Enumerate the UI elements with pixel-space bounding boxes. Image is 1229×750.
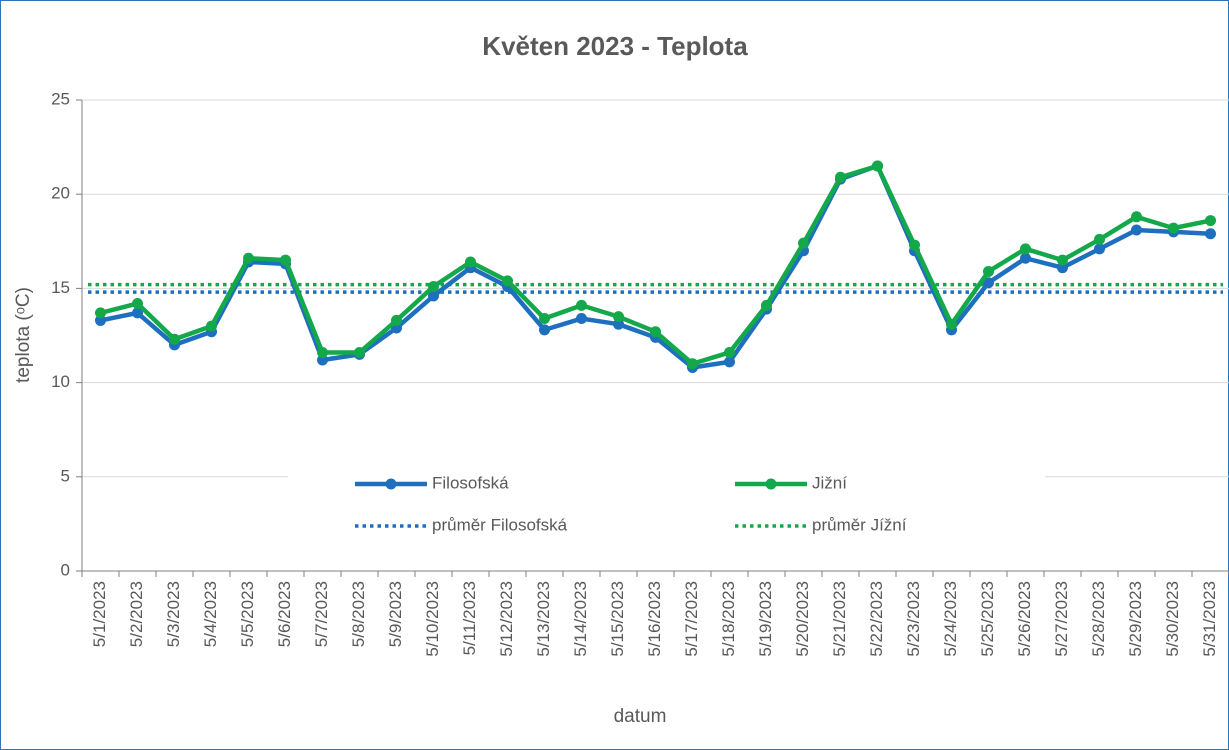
data-point	[539, 324, 550, 336]
x-tick-label: 5/18/2023	[719, 581, 738, 657]
data-point	[1020, 252, 1031, 264]
x-tick-label: 5/26/2023	[1015, 581, 1034, 657]
data-point	[317, 346, 328, 358]
data-point	[835, 171, 846, 183]
legend-label: Filosofská	[432, 473, 509, 492]
x-tick-label: 5/11/2023	[460, 581, 479, 655]
x-tick-label: 5/5/2023	[238, 581, 257, 647]
x-tick-label: 5/9/2023	[386, 581, 405, 647]
x-tick-label: 5/25/2023	[978, 581, 997, 657]
data-point	[909, 239, 920, 251]
data-point	[1131, 224, 1142, 236]
data-point	[1168, 222, 1179, 234]
x-tick-label: 5/31/2023	[1200, 581, 1219, 657]
data-point	[95, 307, 106, 319]
data-point	[687, 358, 698, 370]
data-point	[465, 256, 476, 268]
legend-box	[288, 450, 1045, 558]
data-point	[1205, 228, 1216, 240]
data-point	[1094, 243, 1105, 255]
x-axis-label: datum	[614, 706, 667, 727]
legend-marker	[385, 478, 397, 490]
data-point	[798, 237, 809, 249]
data-point	[391, 314, 402, 326]
data-point	[983, 277, 994, 289]
chart-title: Květen 2023 - Teplota	[482, 31, 748, 61]
data-point	[1057, 254, 1068, 266]
data-point	[132, 307, 143, 319]
x-tick-label: 5/8/2023	[349, 581, 368, 647]
legend-label: Jižní	[812, 473, 847, 492]
data-point	[576, 299, 587, 311]
data-point	[502, 275, 513, 287]
x-tick-label: 5/29/2023	[1126, 581, 1145, 657]
x-tick-label: 5/1/2023	[90, 581, 109, 647]
x-tick-label: 5/30/2023	[1163, 581, 1182, 657]
data-point	[650, 326, 661, 338]
data-point	[761, 299, 772, 311]
data-point	[95, 314, 106, 326]
legend-label: průměr Jížní	[812, 515, 907, 534]
data-point	[576, 313, 587, 325]
data-point	[983, 265, 994, 277]
x-tick-label: 5/28/2023	[1089, 581, 1108, 657]
y-tick-label: 25	[51, 89, 70, 108]
y-tick-label: 0	[61, 560, 70, 579]
x-tick-label: 5/27/2023	[1052, 581, 1071, 657]
x-tick-label: 5/12/2023	[497, 581, 516, 657]
x-tick-label: 5/22/2023	[867, 581, 886, 657]
data-point	[946, 318, 957, 330]
y-tick-label: 20	[51, 184, 70, 203]
y-tick-label: 15	[51, 278, 70, 297]
y-tick-label: 10	[51, 372, 70, 391]
x-tick-label: 5/24/2023	[941, 581, 960, 657]
x-tick-label: 5/3/2023	[164, 581, 183, 647]
data-point	[206, 320, 217, 332]
data-point	[1020, 243, 1031, 255]
data-point	[317, 354, 328, 366]
legend-marker	[765, 478, 777, 490]
x-tick-label: 5/7/2023	[312, 581, 331, 647]
data-point	[280, 254, 291, 266]
x-tick-label: 5/23/2023	[904, 581, 923, 657]
x-tick-label: 5/21/2023	[830, 581, 849, 657]
data-point	[613, 318, 624, 330]
legend-label: průměr Filosofská	[432, 515, 568, 534]
data-point	[428, 290, 439, 302]
data-point	[539, 313, 550, 325]
x-tick-label: 5/13/2023	[534, 581, 553, 657]
data-point	[243, 252, 254, 264]
data-point	[724, 346, 735, 358]
x-tick-label: 5/4/2023	[201, 581, 220, 647]
x-tick-label: 5/6/2023	[275, 581, 294, 647]
data-point	[354, 346, 365, 358]
x-tick-label: 5/16/2023	[645, 581, 664, 657]
data-point	[1094, 233, 1105, 245]
x-tick-label: 5/19/2023	[756, 581, 775, 657]
data-point	[169, 333, 180, 345]
data-point	[428, 281, 439, 293]
x-tick-label: 5/15/2023	[608, 581, 627, 657]
x-tick-label: 5/14/2023	[571, 581, 590, 657]
x-tick-label: 5/17/2023	[682, 581, 701, 657]
y-axis-label: teplota (ᵒC)	[13, 287, 34, 383]
data-point	[724, 356, 735, 368]
x-tick-label: 5/2/2023	[127, 581, 146, 647]
data-point	[132, 297, 143, 309]
y-tick-label: 5	[61, 466, 70, 485]
data-point	[1057, 262, 1068, 274]
data-point	[1131, 211, 1142, 223]
data-point	[613, 311, 624, 323]
data-point	[872, 160, 883, 172]
x-tick-label: 5/10/2023	[423, 581, 442, 657]
data-point	[1205, 215, 1216, 227]
x-tick-label: 5/20/2023	[793, 581, 812, 657]
